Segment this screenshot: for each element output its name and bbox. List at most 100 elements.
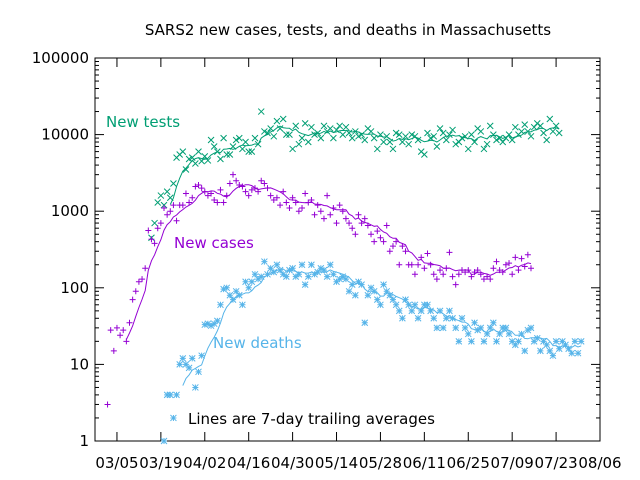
data-point	[414, 136, 422, 144]
data-point	[490, 265, 497, 272]
x-tick-label: 07/23	[534, 454, 577, 472]
data-point	[304, 273, 312, 280]
data-point	[195, 148, 202, 155]
data-point	[270, 268, 278, 276]
data-point	[245, 192, 252, 199]
data-point	[326, 125, 334, 132]
data-point	[439, 324, 447, 332]
data-point	[355, 278, 362, 286]
data-point	[267, 125, 275, 132]
data-point	[424, 250, 431, 257]
data-point	[301, 120, 309, 127]
data-point	[370, 287, 378, 295]
data-point	[351, 128, 359, 135]
data-point	[455, 138, 463, 146]
data-point	[276, 266, 284, 274]
data-point	[496, 267, 503, 274]
x-axis: 03/05 03/19 04/02 04/16 04/30 05/14 05/28 06/11…	[95, 58, 622, 472]
data-point	[546, 115, 554, 123]
data-point	[480, 276, 487, 283]
data-point	[555, 129, 563, 137]
data-point	[518, 128, 525, 135]
data-point	[468, 337, 475, 345]
data-point	[342, 215, 349, 222]
data-point	[496, 134, 503, 142]
data-point	[173, 391, 180, 399]
data-point	[188, 354, 196, 362]
data-point	[361, 215, 368, 222]
data-point	[182, 190, 189, 197]
data-point	[188, 154, 196, 162]
data-point	[449, 273, 456, 280]
y-tick-label: 100	[60, 279, 89, 297]
data-point	[480, 145, 488, 153]
data-point	[530, 337, 538, 345]
data-point	[289, 194, 296, 201]
trend-line	[182, 268, 582, 386]
data-point	[442, 314, 450, 322]
data-point	[436, 125, 444, 132]
data-point	[509, 271, 516, 278]
data-point	[258, 177, 265, 184]
data-point	[562, 341, 569, 349]
data-point	[273, 194, 280, 201]
data-point	[499, 324, 507, 332]
data-point	[521, 347, 529, 355]
data-point	[330, 205, 337, 212]
data-point	[486, 122, 494, 130]
data-point	[424, 129, 431, 137]
data-point	[220, 134, 227, 142]
data-point	[408, 131, 416, 138]
data-point	[248, 278, 256, 286]
data-point	[505, 131, 513, 138]
data-point	[145, 227, 152, 234]
data-point	[458, 314, 466, 322]
data-point	[380, 281, 387, 288]
data-point	[458, 267, 465, 274]
data-point	[251, 134, 259, 142]
data-point	[273, 117, 281, 125]
data-point	[348, 134, 356, 142]
data-point	[235, 134, 243, 142]
data-point	[324, 192, 331, 199]
data-point	[392, 129, 400, 137]
data-point	[236, 181, 243, 188]
data-point	[192, 160, 199, 167]
data-point	[518, 330, 525, 338]
y-axis: 1 10 100 1000 10000 100000	[32, 49, 600, 450]
data-point	[217, 301, 224, 309]
data-point	[104, 401, 111, 408]
data-point	[502, 261, 509, 268]
data-point	[414, 314, 422, 322]
data-point	[449, 314, 456, 322]
data-point	[173, 217, 180, 224]
data-point	[521, 121, 529, 128]
data-point	[163, 391, 171, 399]
data-point	[373, 145, 381, 153]
data-point	[518, 255, 525, 262]
data-point	[339, 131, 347, 138]
data-point	[179, 354, 187, 362]
data-point	[242, 138, 249, 146]
data-point	[283, 199, 290, 206]
data-point	[408, 307, 416, 315]
data-point	[430, 132, 438, 140]
data-point	[371, 238, 378, 245]
data-point	[220, 199, 227, 206]
data-point	[374, 228, 381, 235]
data-point	[142, 265, 149, 272]
data-point	[308, 123, 315, 131]
data-point	[320, 266, 328, 274]
data-point	[257, 108, 265, 115]
data-point	[408, 261, 415, 268]
data-point	[505, 330, 513, 338]
data-point	[267, 192, 274, 199]
data-point	[129, 296, 136, 303]
data-point	[167, 208, 174, 215]
data-point	[261, 180, 268, 187]
data-point	[477, 324, 485, 332]
data-point	[427, 134, 434, 142]
x-tick-label: 04/16	[227, 454, 270, 472]
data-point	[411, 271, 418, 278]
data-point	[499, 138, 507, 146]
